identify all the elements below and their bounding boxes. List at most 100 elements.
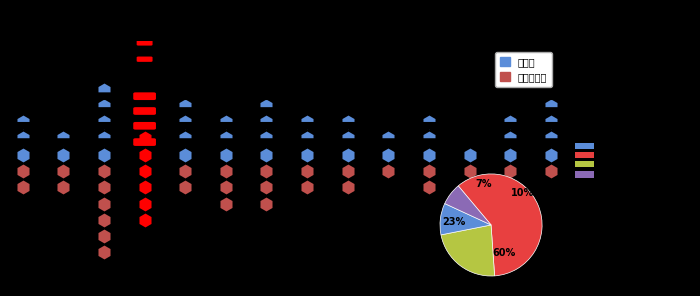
- FancyBboxPatch shape: [11, 92, 34, 100]
- FancyBboxPatch shape: [543, 25, 559, 31]
- FancyBboxPatch shape: [15, 57, 31, 62]
- FancyBboxPatch shape: [418, 122, 440, 130]
- FancyBboxPatch shape: [214, 138, 237, 146]
- FancyBboxPatch shape: [258, 25, 274, 31]
- Text: 7%: 7%: [475, 179, 491, 189]
- Legend: 就活生, 就活生の親: 就活生, 就活生の親: [495, 52, 552, 87]
- Wedge shape: [444, 186, 491, 225]
- FancyBboxPatch shape: [177, 40, 193, 46]
- FancyBboxPatch shape: [177, 25, 193, 31]
- FancyBboxPatch shape: [52, 107, 75, 115]
- Wedge shape: [441, 225, 495, 276]
- FancyBboxPatch shape: [499, 122, 522, 130]
- FancyBboxPatch shape: [458, 138, 481, 146]
- FancyBboxPatch shape: [337, 107, 359, 115]
- FancyBboxPatch shape: [458, 92, 481, 100]
- FancyBboxPatch shape: [340, 25, 356, 31]
- Text: 10%: 10%: [511, 188, 534, 198]
- FancyBboxPatch shape: [337, 92, 359, 100]
- FancyBboxPatch shape: [174, 107, 197, 115]
- FancyBboxPatch shape: [503, 40, 518, 46]
- FancyBboxPatch shape: [255, 138, 278, 146]
- FancyBboxPatch shape: [540, 122, 562, 130]
- FancyBboxPatch shape: [92, 138, 116, 146]
- FancyBboxPatch shape: [377, 122, 400, 130]
- FancyBboxPatch shape: [458, 122, 481, 130]
- FancyBboxPatch shape: [543, 57, 559, 62]
- FancyBboxPatch shape: [380, 25, 396, 31]
- FancyBboxPatch shape: [499, 107, 522, 115]
- FancyBboxPatch shape: [337, 122, 359, 130]
- FancyBboxPatch shape: [218, 25, 234, 31]
- FancyBboxPatch shape: [462, 40, 477, 46]
- FancyBboxPatch shape: [340, 57, 356, 62]
- FancyBboxPatch shape: [55, 57, 71, 62]
- FancyBboxPatch shape: [136, 57, 153, 62]
- FancyBboxPatch shape: [503, 57, 518, 62]
- FancyBboxPatch shape: [218, 57, 234, 62]
- FancyBboxPatch shape: [462, 57, 477, 62]
- FancyBboxPatch shape: [575, 161, 594, 167]
- FancyBboxPatch shape: [337, 138, 359, 146]
- FancyBboxPatch shape: [174, 138, 197, 146]
- FancyBboxPatch shape: [380, 40, 396, 46]
- FancyBboxPatch shape: [214, 92, 237, 100]
- FancyBboxPatch shape: [92, 122, 116, 130]
- FancyBboxPatch shape: [15, 40, 31, 46]
- FancyBboxPatch shape: [52, 138, 75, 146]
- FancyBboxPatch shape: [92, 107, 116, 115]
- FancyBboxPatch shape: [421, 40, 437, 46]
- FancyBboxPatch shape: [296, 92, 318, 100]
- FancyBboxPatch shape: [11, 122, 34, 130]
- FancyBboxPatch shape: [418, 138, 440, 146]
- FancyBboxPatch shape: [214, 122, 237, 130]
- FancyBboxPatch shape: [575, 143, 594, 149]
- FancyBboxPatch shape: [92, 92, 116, 100]
- FancyBboxPatch shape: [174, 92, 197, 100]
- FancyBboxPatch shape: [575, 152, 594, 158]
- FancyBboxPatch shape: [214, 107, 237, 115]
- FancyBboxPatch shape: [418, 107, 440, 115]
- Text: 60%: 60%: [492, 248, 515, 258]
- FancyBboxPatch shape: [499, 138, 522, 146]
- FancyBboxPatch shape: [255, 92, 278, 100]
- FancyBboxPatch shape: [296, 107, 318, 115]
- FancyBboxPatch shape: [543, 40, 559, 46]
- FancyBboxPatch shape: [540, 107, 562, 115]
- FancyBboxPatch shape: [55, 40, 71, 46]
- FancyBboxPatch shape: [503, 25, 518, 31]
- FancyBboxPatch shape: [340, 40, 356, 46]
- FancyBboxPatch shape: [136, 40, 153, 46]
- FancyBboxPatch shape: [421, 25, 437, 31]
- FancyBboxPatch shape: [136, 25, 153, 31]
- FancyBboxPatch shape: [377, 92, 400, 100]
- FancyBboxPatch shape: [11, 138, 34, 146]
- FancyBboxPatch shape: [177, 57, 193, 62]
- FancyBboxPatch shape: [96, 25, 112, 31]
- FancyBboxPatch shape: [133, 138, 156, 146]
- FancyBboxPatch shape: [377, 138, 400, 146]
- FancyBboxPatch shape: [258, 40, 274, 46]
- FancyBboxPatch shape: [133, 107, 156, 115]
- FancyBboxPatch shape: [575, 0, 694, 142]
- FancyBboxPatch shape: [174, 122, 197, 130]
- FancyBboxPatch shape: [96, 57, 112, 62]
- Text: 23%: 23%: [442, 217, 466, 227]
- Wedge shape: [458, 174, 542, 276]
- FancyBboxPatch shape: [299, 25, 315, 31]
- FancyBboxPatch shape: [218, 40, 234, 46]
- FancyBboxPatch shape: [133, 92, 156, 100]
- FancyBboxPatch shape: [52, 92, 75, 100]
- FancyBboxPatch shape: [0, 0, 568, 41]
- FancyBboxPatch shape: [55, 25, 71, 31]
- FancyBboxPatch shape: [133, 122, 156, 130]
- FancyBboxPatch shape: [299, 57, 315, 62]
- Wedge shape: [440, 204, 491, 235]
- FancyBboxPatch shape: [258, 57, 274, 62]
- FancyBboxPatch shape: [458, 107, 481, 115]
- FancyBboxPatch shape: [296, 122, 318, 130]
- FancyBboxPatch shape: [255, 107, 278, 115]
- FancyBboxPatch shape: [380, 57, 396, 62]
- FancyBboxPatch shape: [418, 92, 440, 100]
- FancyBboxPatch shape: [15, 25, 31, 31]
